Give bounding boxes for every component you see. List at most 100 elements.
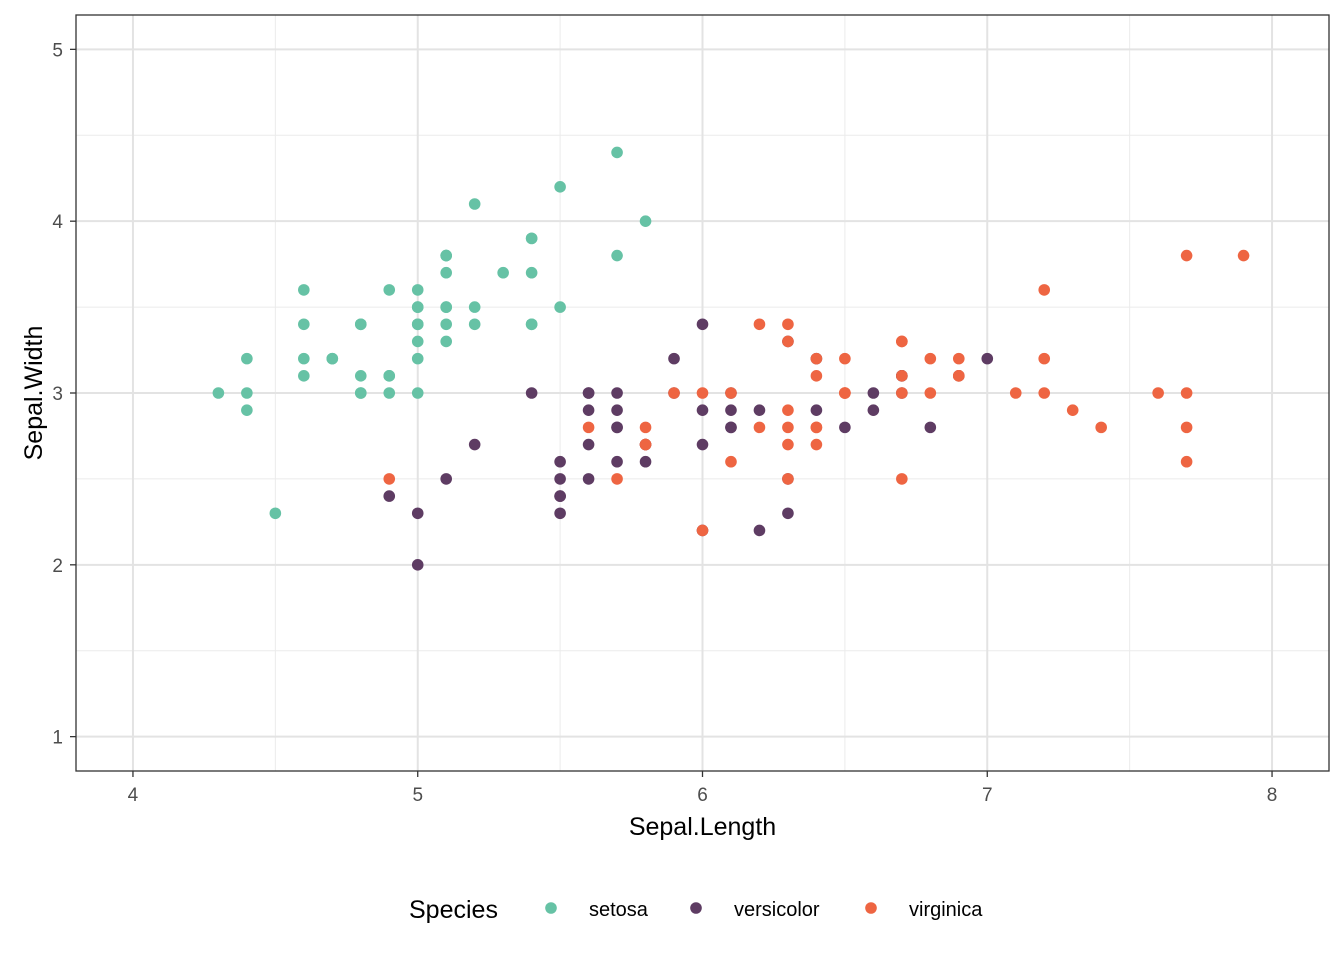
point-setosa: [212, 387, 225, 399]
y-tick-label: 3: [52, 384, 63, 405]
point-virginica: [810, 421, 823, 434]
y-axis-title: Sepal.Width: [20, 326, 48, 461]
point-setosa: [354, 387, 367, 399]
point-setosa: [383, 284, 396, 296]
point-virginica: [1180, 249, 1193, 262]
point-virginica: [753, 318, 766, 331]
point-virginica: [810, 370, 823, 382]
point-virginica: [782, 438, 794, 451]
point-setosa: [468, 198, 481, 210]
point-versicolor: [582, 438, 595, 451]
point-versicolor: [554, 490, 566, 502]
point-setosa: [411, 301, 424, 313]
point-virginica: [1237, 249, 1250, 262]
point-versicolor: [582, 404, 595, 416]
point-virginica: [1095, 421, 1107, 434]
point-setosa: [241, 387, 253, 399]
point-setosa: [354, 318, 367, 331]
x-tick-label: 6: [697, 785, 708, 806]
point-setosa: [298, 352, 310, 365]
point-versicolor: [411, 507, 424, 520]
point-virginica: [896, 370, 908, 382]
point-versicolor: [668, 352, 680, 365]
point-versicolor: [981, 352, 994, 365]
point-versicolor: [867, 387, 880, 399]
x-tick-label: 7: [982, 785, 993, 806]
point-versicolor: [639, 455, 652, 468]
point-setosa: [411, 387, 424, 399]
point-virginica: [1066, 404, 1079, 416]
point-setosa: [298, 284, 310, 296]
point-setosa: [554, 301, 566, 313]
point-setosa: [383, 370, 396, 382]
point-virginica: [952, 370, 965, 382]
legend-label-virginica: virginica: [909, 899, 983, 921]
point-setosa: [468, 318, 481, 331]
point-versicolor: [411, 559, 424, 571]
legend-key-virginica: [865, 902, 877, 914]
point-versicolor: [611, 455, 623, 468]
point-setosa: [440, 335, 453, 348]
point-virginica: [1180, 421, 1193, 434]
x-axis-title: Sepal.Length: [629, 813, 776, 841]
point-versicolor: [753, 524, 766, 537]
point-setosa: [411, 284, 424, 296]
point-versicolor: [611, 404, 623, 416]
point-setosa: [525, 232, 538, 245]
y-tick-label: 5: [52, 40, 63, 61]
point-setosa: [241, 352, 253, 365]
point-versicolor: [782, 507, 794, 520]
point-setosa: [639, 215, 652, 227]
point-setosa: [298, 370, 310, 382]
point-versicolor: [525, 387, 538, 399]
point-setosa: [411, 352, 424, 365]
legend: Species setosa versicolor virginica: [409, 896, 983, 924]
point-versicolor: [554, 455, 566, 468]
point-setosa: [440, 301, 453, 313]
point-virginica: [896, 473, 908, 485]
point-versicolor: [554, 473, 566, 485]
point-virginica: [696, 524, 709, 537]
point-virginica: [924, 352, 937, 365]
x-tick-label: 5: [412, 785, 423, 806]
point-setosa: [411, 318, 424, 331]
point-setosa: [440, 249, 453, 262]
y-tick-label: 2: [52, 556, 63, 577]
point-setosa: [611, 249, 623, 262]
point-virginica: [611, 473, 623, 485]
point-setosa: [440, 318, 453, 331]
point-setosa: [383, 387, 396, 399]
point-versicolor: [839, 421, 851, 434]
point-setosa: [440, 266, 453, 279]
point-virginica: [1180, 387, 1193, 399]
point-versicolor: [611, 387, 623, 399]
legend-key-setosa: [545, 902, 557, 914]
legend-label-setosa: setosa: [589, 899, 649, 921]
point-virginica: [725, 387, 737, 399]
y-tick-label: 4: [52, 212, 63, 233]
point-versicolor: [867, 404, 880, 416]
point-versicolor: [440, 473, 453, 485]
point-virginica: [896, 335, 908, 348]
point-virginica: [639, 421, 652, 434]
point-setosa: [411, 335, 424, 348]
point-versicolor: [725, 404, 737, 416]
point-virginica: [1009, 387, 1022, 399]
point-virginica: [839, 352, 851, 365]
axes: 4 5 6 7 8 1 2 3 4 5: [52, 40, 1277, 806]
point-virginica: [668, 387, 680, 399]
point-versicolor: [582, 387, 595, 399]
point-versicolor: [554, 507, 566, 520]
point-virginica: [696, 387, 709, 399]
point-virginica: [782, 473, 794, 485]
point-setosa: [241, 404, 253, 416]
point-setosa: [554, 181, 566, 193]
point-virginica: [753, 421, 766, 434]
point-virginica: [1180, 455, 1193, 468]
point-setosa: [298, 318, 310, 331]
point-versicolor: [696, 404, 709, 416]
legend-key-versicolor: [690, 902, 702, 914]
point-versicolor: [924, 421, 937, 434]
point-versicolor: [810, 404, 823, 416]
